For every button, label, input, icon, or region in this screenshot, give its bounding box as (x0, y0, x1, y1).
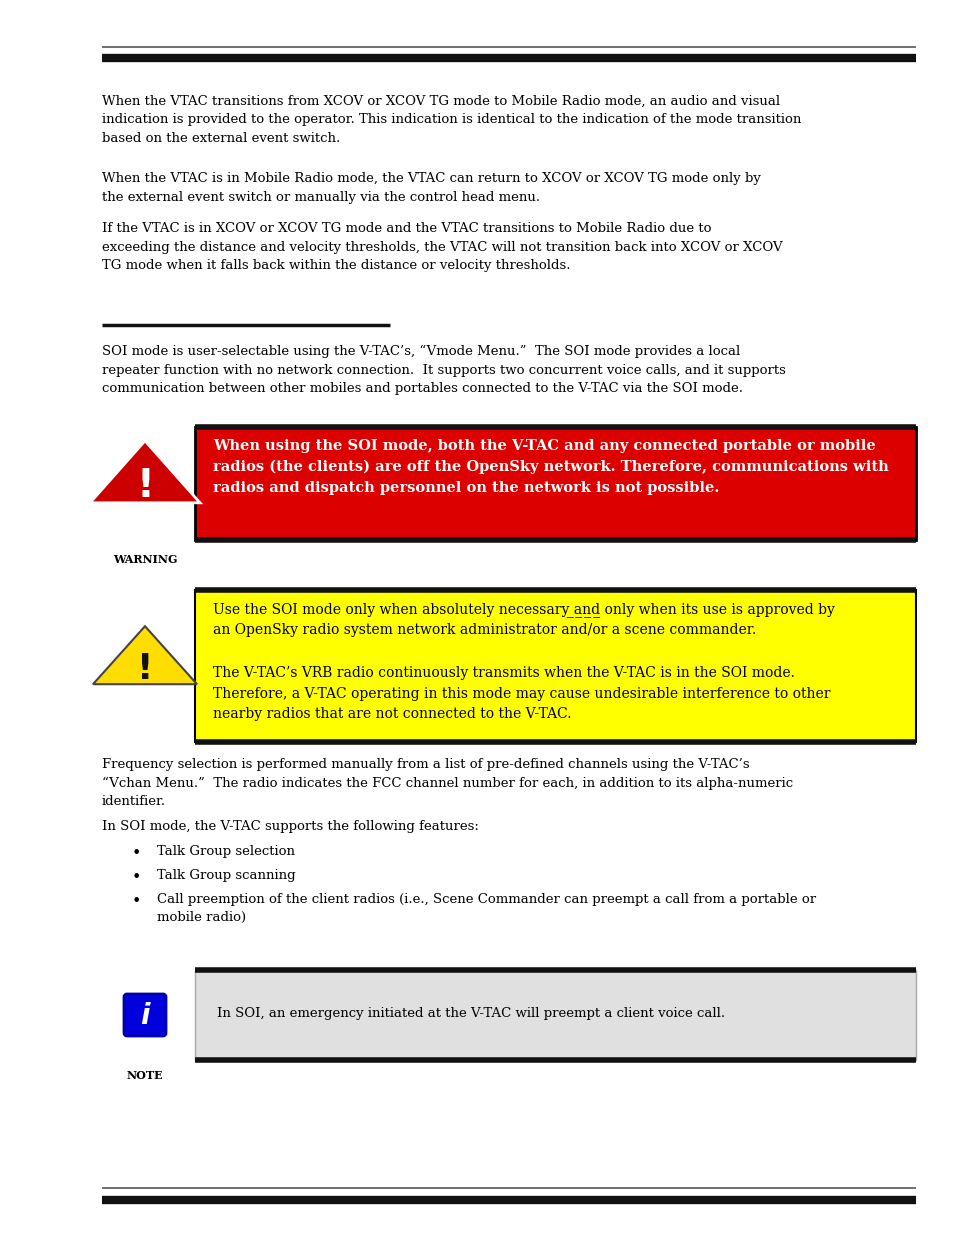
Polygon shape (90, 441, 200, 503)
Text: Frequency selection is performed manually from a list of pre-defined channels us: Frequency selection is performed manuall… (102, 758, 792, 809)
Text: When the VTAC transitions from XCOV or XCOV TG mode to Mobile Radio mode, an aud: When the VTAC transitions from XCOV or X… (102, 95, 801, 144)
Text: Talk Group scanning: Talk Group scanning (157, 869, 295, 882)
Text: Talk Group selection: Talk Group selection (157, 845, 294, 858)
Text: •: • (132, 845, 141, 862)
Text: When the VTAC is in Mobile Radio mode, the VTAC can return to XCOV or XCOV TG mo: When the VTAC is in Mobile Radio mode, t… (102, 172, 760, 204)
FancyBboxPatch shape (194, 590, 915, 742)
Polygon shape (92, 626, 196, 684)
Text: Call preemption of the client radios (i.e., Scene Commander can preempt a call f: Call preemption of the client radios (i.… (157, 893, 815, 924)
Text: When using the SOI mode, both the V-TAC and any connected portable or mobile
rad: When using the SOI mode, both the V-TAC … (213, 438, 888, 495)
Text: Use the SOI mode only when absolutely necessary ̲a̲n̲d̲ only when its use is app: Use the SOI mode only when absolutely ne… (213, 601, 834, 637)
Text: !: ! (136, 652, 153, 685)
FancyBboxPatch shape (124, 994, 166, 1036)
Text: In SOI, an emergency initiated at the V-TAC will preempt a client voice call.: In SOI, an emergency initiated at the V-… (216, 1007, 724, 1020)
Text: •: • (132, 869, 141, 885)
Text: NOTE: NOTE (127, 1070, 163, 1081)
Text: SOI mode is user-selectable using the V-TAC’s, “Vmode Menu.”  The SOI mode provi: SOI mode is user-selectable using the V-… (102, 345, 785, 395)
FancyBboxPatch shape (194, 969, 915, 1060)
FancyBboxPatch shape (194, 427, 915, 540)
Text: !: ! (136, 467, 153, 505)
Text: WARNING: WARNING (112, 555, 177, 564)
Text: The V-TAC’s VRB radio continuously transmits when the V-TAC is in the SOI mode.
: The V-TAC’s VRB radio continuously trans… (213, 666, 830, 721)
Text: i: i (140, 1002, 150, 1030)
Text: •: • (132, 893, 141, 910)
Text: If the VTAC is in XCOV or XCOV TG mode and the VTAC transitions to Mobile Radio : If the VTAC is in XCOV or XCOV TG mode a… (102, 222, 781, 272)
Text: In SOI mode, the V-TAC supports the following features:: In SOI mode, the V-TAC supports the foll… (102, 820, 478, 832)
